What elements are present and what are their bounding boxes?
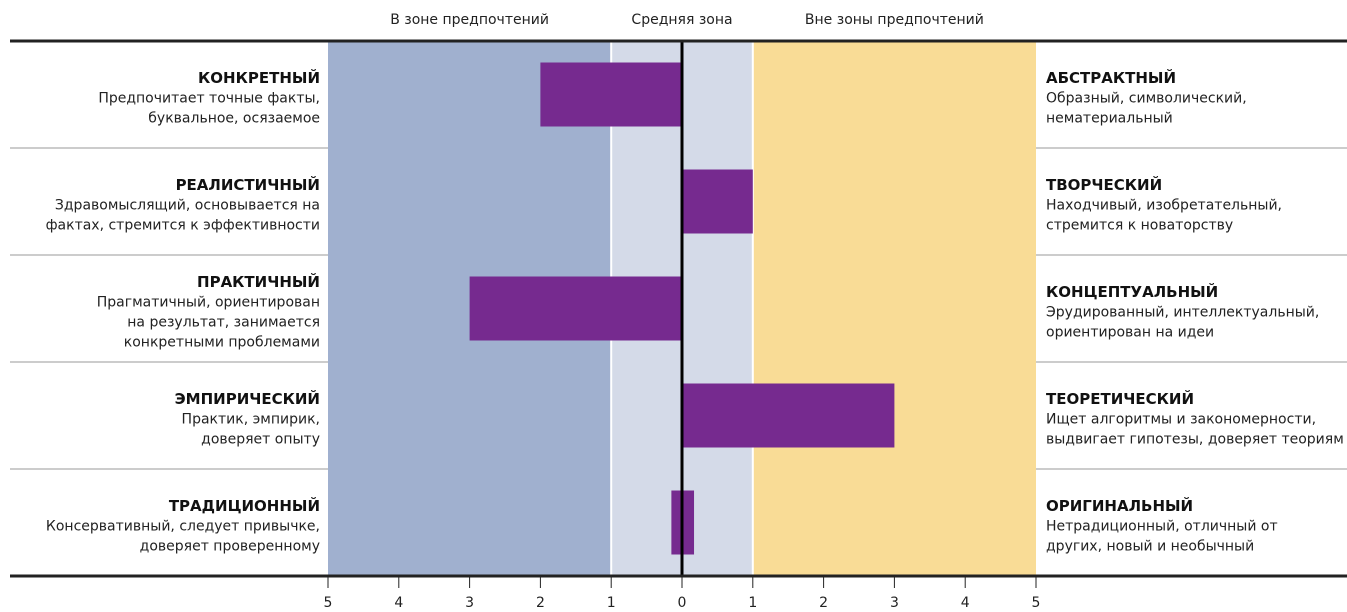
pole-text: Здравомыслящий, основывается на xyxy=(55,198,320,214)
pole-title: ОРИГИНАЛЬНЫЙ xyxy=(1046,496,1193,515)
zone-label: Вне зоны предпочтений xyxy=(805,12,984,28)
pole-text: Ищет алгоритмы и закономерности, xyxy=(1046,412,1316,428)
x-tick-label: 4 xyxy=(961,595,970,611)
pole-text: Предпочитает точные факты, xyxy=(98,91,320,107)
pole-text: ориентирован на идеи xyxy=(1046,325,1214,341)
x-tick-label: 2 xyxy=(536,595,545,611)
plot: В зоне предпочтений Средняя зона Вне зоны … xyxy=(10,12,1347,611)
pole-title: АБСТРАКТНЫЙ xyxy=(1046,68,1176,87)
x-tick-label: 2 xyxy=(819,595,828,611)
bar xyxy=(540,62,682,127)
pole-text: буквальное, осязаемое xyxy=(148,111,320,127)
x-tick-label: 1 xyxy=(748,595,757,611)
pole-text: Практик, эмпирик, xyxy=(182,412,320,428)
pole-title: КОНЦЕПТУАЛЬНЫЙ xyxy=(1046,282,1218,301)
pole-text: Эрудированный, интеллектуальный, xyxy=(1046,305,1319,321)
pole-title: ПРАКТИЧНЫЙ xyxy=(197,272,320,291)
x-tick-label: 3 xyxy=(465,595,474,611)
pole-text: стремится к новаторству xyxy=(1046,218,1233,234)
bar xyxy=(682,169,753,234)
pole-text: конкретными проблемами xyxy=(124,335,320,351)
pole-text: фактах, стремится к эффективности xyxy=(46,218,320,234)
zone xyxy=(752,41,1036,576)
pole-text: доверяет опыту xyxy=(201,432,320,448)
bar xyxy=(469,276,682,341)
pole-title: КОНКРЕТНЫЙ xyxy=(198,68,320,87)
x-tick-label: 5 xyxy=(1032,595,1041,611)
pole-text: Консервативный, следует привычке, xyxy=(46,519,320,535)
pole-title: РЕАЛИСТИЧНЫЙ xyxy=(176,175,320,194)
pole-title: ЭМПИРИЧЕСКИЙ xyxy=(175,389,320,408)
pole-text: Прагматичный, ориентирован xyxy=(97,295,320,311)
zone-label: Средняя зона xyxy=(631,12,732,28)
pole-text: других, новый и необычный xyxy=(1046,539,1254,555)
x-tick-label: 1 xyxy=(607,595,616,611)
pole-text: Образный, символический, xyxy=(1046,91,1247,107)
pole-text: нематериальный xyxy=(1046,111,1173,127)
pole-title: ТВОРЧЕСКИЙ xyxy=(1046,175,1162,194)
x-tick-label: 4 xyxy=(394,595,403,611)
pole-title: ТРАДИЦИОННЫЙ xyxy=(169,496,320,515)
pole-text: выдвигает гипотезы, доверяет теориям xyxy=(1046,432,1344,448)
bar xyxy=(682,383,895,448)
pole-text: доверяет проверенному xyxy=(140,539,320,555)
zone-label: В зоне предпочтений xyxy=(390,12,549,28)
x-tick-label: 5 xyxy=(324,595,333,611)
x-tick-label: 0 xyxy=(678,595,687,611)
pole-text: на результат, занимается xyxy=(127,315,320,331)
pole-text: Находчивый, изобретательный, xyxy=(1046,198,1282,214)
x-tick-label: 3 xyxy=(890,595,899,611)
pole-text: Нетрадиционный, отличный от xyxy=(1046,519,1278,535)
pole-title: ТЕОРЕТИЧЕСКИЙ xyxy=(1046,389,1194,408)
